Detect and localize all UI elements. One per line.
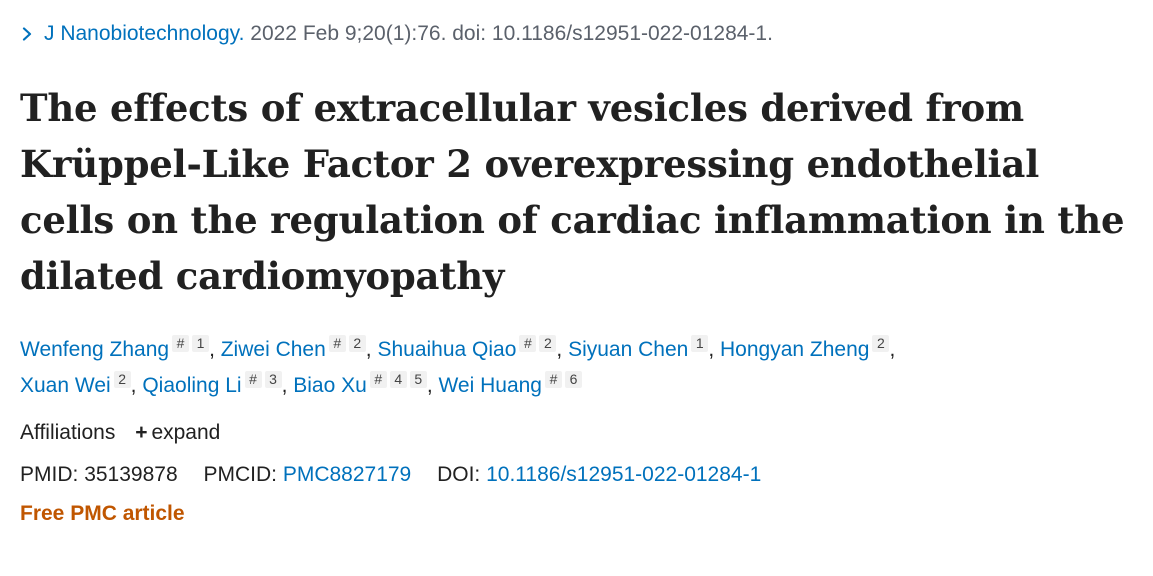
- author-list: Wenfeng Zhang #1, Ziwei Chen #2, Shuaihua …: [20, 332, 1133, 404]
- author-item: Xuan Wei 2,: [20, 371, 143, 397]
- expand-label: expand: [151, 421, 221, 444]
- citation-details: 2022 Feb 9;20(1):76. doi: 10.1186/s12951…: [250, 22, 773, 45]
- pmcid-link[interactable]: PMC8827179: [282, 463, 412, 486]
- affiliations-expand-button[interactable]: + expand: [135, 421, 220, 444]
- affiliation-number[interactable]: 2: [113, 371, 131, 388]
- equal-contribution-marker[interactable]: #: [369, 371, 387, 388]
- author-item: Qiaoling Li #3,: [142, 371, 294, 397]
- affiliation-number[interactable]: 1: [192, 335, 210, 352]
- article-title: The effects of extracellular vesicles de…: [20, 86, 1125, 298]
- author-name-link[interactable]: Biao Xu: [293, 374, 367, 397]
- affiliation-number[interactable]: 2: [872, 335, 890, 352]
- journal-name-link[interactable]: J Nanobiotechnology.: [44, 22, 245, 45]
- equal-contribution-marker[interactable]: #: [244, 371, 262, 388]
- article-header: J Nanobiotechnology. 2022 Feb 9;20(1):76…: [20, 18, 1133, 529]
- affiliation-number[interactable]: 3: [264, 371, 282, 388]
- author-item: Wenfeng Zhang #1,: [20, 335, 221, 361]
- equal-contribution-marker[interactable]: #: [172, 335, 190, 352]
- author-item: Hongyan Zheng 2,: [720, 335, 896, 361]
- affiliation-number[interactable]: 6: [565, 371, 582, 388]
- author-item: Wei Huang #6: [438, 371, 582, 397]
- free-pmc-article-badge[interactable]: Free PMC article: [20, 502, 185, 525]
- equal-contribution-marker[interactable]: #: [545, 371, 562, 388]
- affiliation-number[interactable]: 4: [389, 371, 407, 388]
- author-name-link[interactable]: Wenfeng Zhang: [20, 338, 170, 361]
- equal-contribution-marker[interactable]: #: [519, 335, 537, 352]
- author-name-link[interactable]: Qiaoling Li: [142, 374, 242, 397]
- pmid-label: PMID:: [20, 463, 79, 486]
- affiliation-number[interactable]: 2: [348, 335, 366, 352]
- pmcid-label: PMCID:: [203, 463, 277, 486]
- doi-link[interactable]: 10.1186/s12951-022-01284-1: [486, 463, 762, 486]
- author-item: Shuaihua Qiao #2,: [377, 335, 569, 361]
- author-name-link[interactable]: Ziwei Chen: [220, 338, 326, 361]
- pmid-value: 35139878: [84, 463, 178, 486]
- affiliation-number[interactable]: 5: [409, 371, 427, 388]
- plus-icon: +: [135, 421, 148, 444]
- author-name-link[interactable]: Wei Huang: [438, 374, 542, 397]
- author-name-link[interactable]: Siyuan Chen: [568, 338, 689, 361]
- author-item: Ziwei Chen #2,: [220, 335, 378, 361]
- affiliations-row: Affiliations + expand: [20, 418, 1133, 448]
- author-item: Biao Xu #4 5,: [293, 371, 439, 397]
- author-name-link[interactable]: Hongyan Zheng: [720, 338, 870, 361]
- chevron-right-icon[interactable]: [20, 27, 34, 41]
- affiliations-label: Affiliations: [20, 421, 116, 444]
- affiliation-number[interactable]: 1: [691, 335, 709, 352]
- identifiers-row: PMID: 35139878 PMCID: PMC8827179 DOI: 10…: [20, 460, 1133, 490]
- affiliation-number[interactable]: 2: [539, 335, 557, 352]
- author-name-link[interactable]: Shuaihua Qiao: [377, 338, 517, 361]
- equal-contribution-marker[interactable]: #: [328, 335, 346, 352]
- author-name-link[interactable]: Xuan Wei: [20, 374, 111, 397]
- doi-label: DOI:: [437, 463, 481, 486]
- author-item: Siyuan Chen 1,: [568, 335, 720, 361]
- journal-citation: J Nanobiotechnology. 2022 Feb 9;20(1):76…: [20, 18, 1133, 50]
